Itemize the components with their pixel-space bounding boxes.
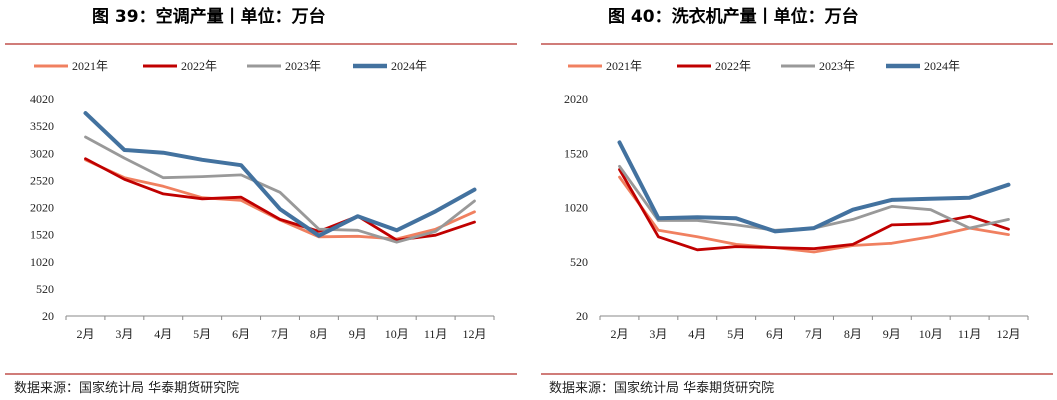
x-tick-label: 7月	[805, 327, 823, 341]
series-line-2	[618, 168, 1010, 252]
y-tick-label: 2520	[30, 173, 54, 187]
chart-1-x-axis-labels: 2月 3月 4月 5月 6月 7月 8月 9月 10月 11月 12月	[65, 316, 495, 341]
x-tick-label: 2月	[610, 327, 628, 341]
legend-label-3: 2023年	[285, 59, 321, 73]
y-tick-label: 1020	[30, 255, 54, 269]
y-tick-label: 1520	[564, 146, 588, 160]
x-tick-label: 6月	[232, 327, 250, 341]
x-tick-label: 6月	[766, 327, 784, 341]
x-tick-label: 7月	[271, 327, 289, 341]
chart-panel-1: 图 39：空调产量丨单位：万台 2021年 2022年 2023年 2024年 20 5…	[5, 6, 517, 396]
chart-2-series	[617, 140, 1011, 254]
x-tick-label: 8月	[310, 327, 328, 341]
legend-label-3: 2023年	[819, 59, 855, 73]
y-tick-label: 520	[36, 282, 54, 296]
chart-2-legend: 2021年 2022年 2023年 2024年	[568, 59, 960, 73]
x-tick-label: 3月	[649, 327, 667, 341]
y-tick-label: 1520	[30, 228, 54, 242]
y-tick-label: 20	[576, 309, 588, 323]
y-tick-label: 4020	[30, 92, 54, 106]
series-line-2	[84, 157, 476, 242]
legend-label-2: 2022年	[181, 59, 217, 73]
chart-2-source-text: 数据来源：国家统计局 华泰期货研究院	[549, 380, 774, 396]
y-tick-label: 2020	[30, 201, 54, 215]
x-tick-label: 11月	[958, 327, 982, 341]
x-tick-label: 8月	[844, 327, 862, 341]
series-line-1	[618, 175, 1010, 254]
chart-1-y-axis-labels: 20 520 1020 1520 2020 2520 3020 3520 4020	[30, 92, 54, 323]
legend-label-4: 2024年	[391, 59, 427, 73]
legend-label-2: 2022年	[715, 59, 751, 73]
x-tick-label: 10月	[919, 327, 943, 341]
legend-label-1: 2021年	[72, 59, 108, 73]
x-tick-label: 12月	[463, 327, 487, 341]
series-line-4	[617, 140, 1011, 234]
y-tick-label: 3520	[30, 119, 54, 133]
chart-panel-2: 图 40：洗衣机产量丨单位：万台 2021年 2022年 2023年 2024年 20…	[541, 6, 1053, 396]
y-tick-label: 520	[570, 255, 588, 269]
series-line-1	[84, 158, 476, 241]
y-tick-label: 2020	[564, 92, 588, 106]
series-line-4	[83, 111, 477, 238]
x-tick-label: 5月	[727, 327, 745, 341]
series-line-3	[84, 135, 476, 244]
chart-1-series	[83, 111, 477, 244]
y-tick-label: 20	[42, 309, 54, 323]
chart-2-title: 图 40：洗衣机产量丨单位：万台	[608, 6, 859, 27]
x-tick-label: 4月	[688, 327, 706, 341]
legend-label-4: 2024年	[924, 59, 960, 73]
y-tick-label: 1020	[564, 201, 588, 215]
x-tick-label: 2月	[76, 327, 94, 341]
x-tick-label: 12月	[997, 327, 1021, 341]
chart-1-source-text: 数据来源：国家统计局 华泰期货研究院	[14, 380, 239, 396]
legend-label-1: 2021年	[606, 59, 642, 73]
chart-2-x-axis-labels: 2月 3月 4月 5月 6月 7月 8月 9月 10月 11月 12月	[599, 316, 1029, 341]
x-tick-label: 11月	[424, 327, 448, 341]
x-tick-label: 9月	[349, 327, 367, 341]
chart-2-y-axis-labels: 20 520 1020 1520 2020	[564, 92, 588, 323]
chart-1-legend: 2021年 2022年 2023年 2024年	[34, 59, 427, 73]
x-tick-label: 5月	[193, 327, 211, 341]
x-tick-label: 10月	[385, 327, 409, 341]
y-tick-label: 3020	[30, 146, 54, 160]
chart-1-title: 图 39：空调产量丨单位：万台	[92, 6, 326, 27]
x-tick-label: 4月	[154, 327, 172, 341]
x-tick-label: 9月	[883, 327, 901, 341]
x-tick-label: 3月	[115, 327, 133, 341]
